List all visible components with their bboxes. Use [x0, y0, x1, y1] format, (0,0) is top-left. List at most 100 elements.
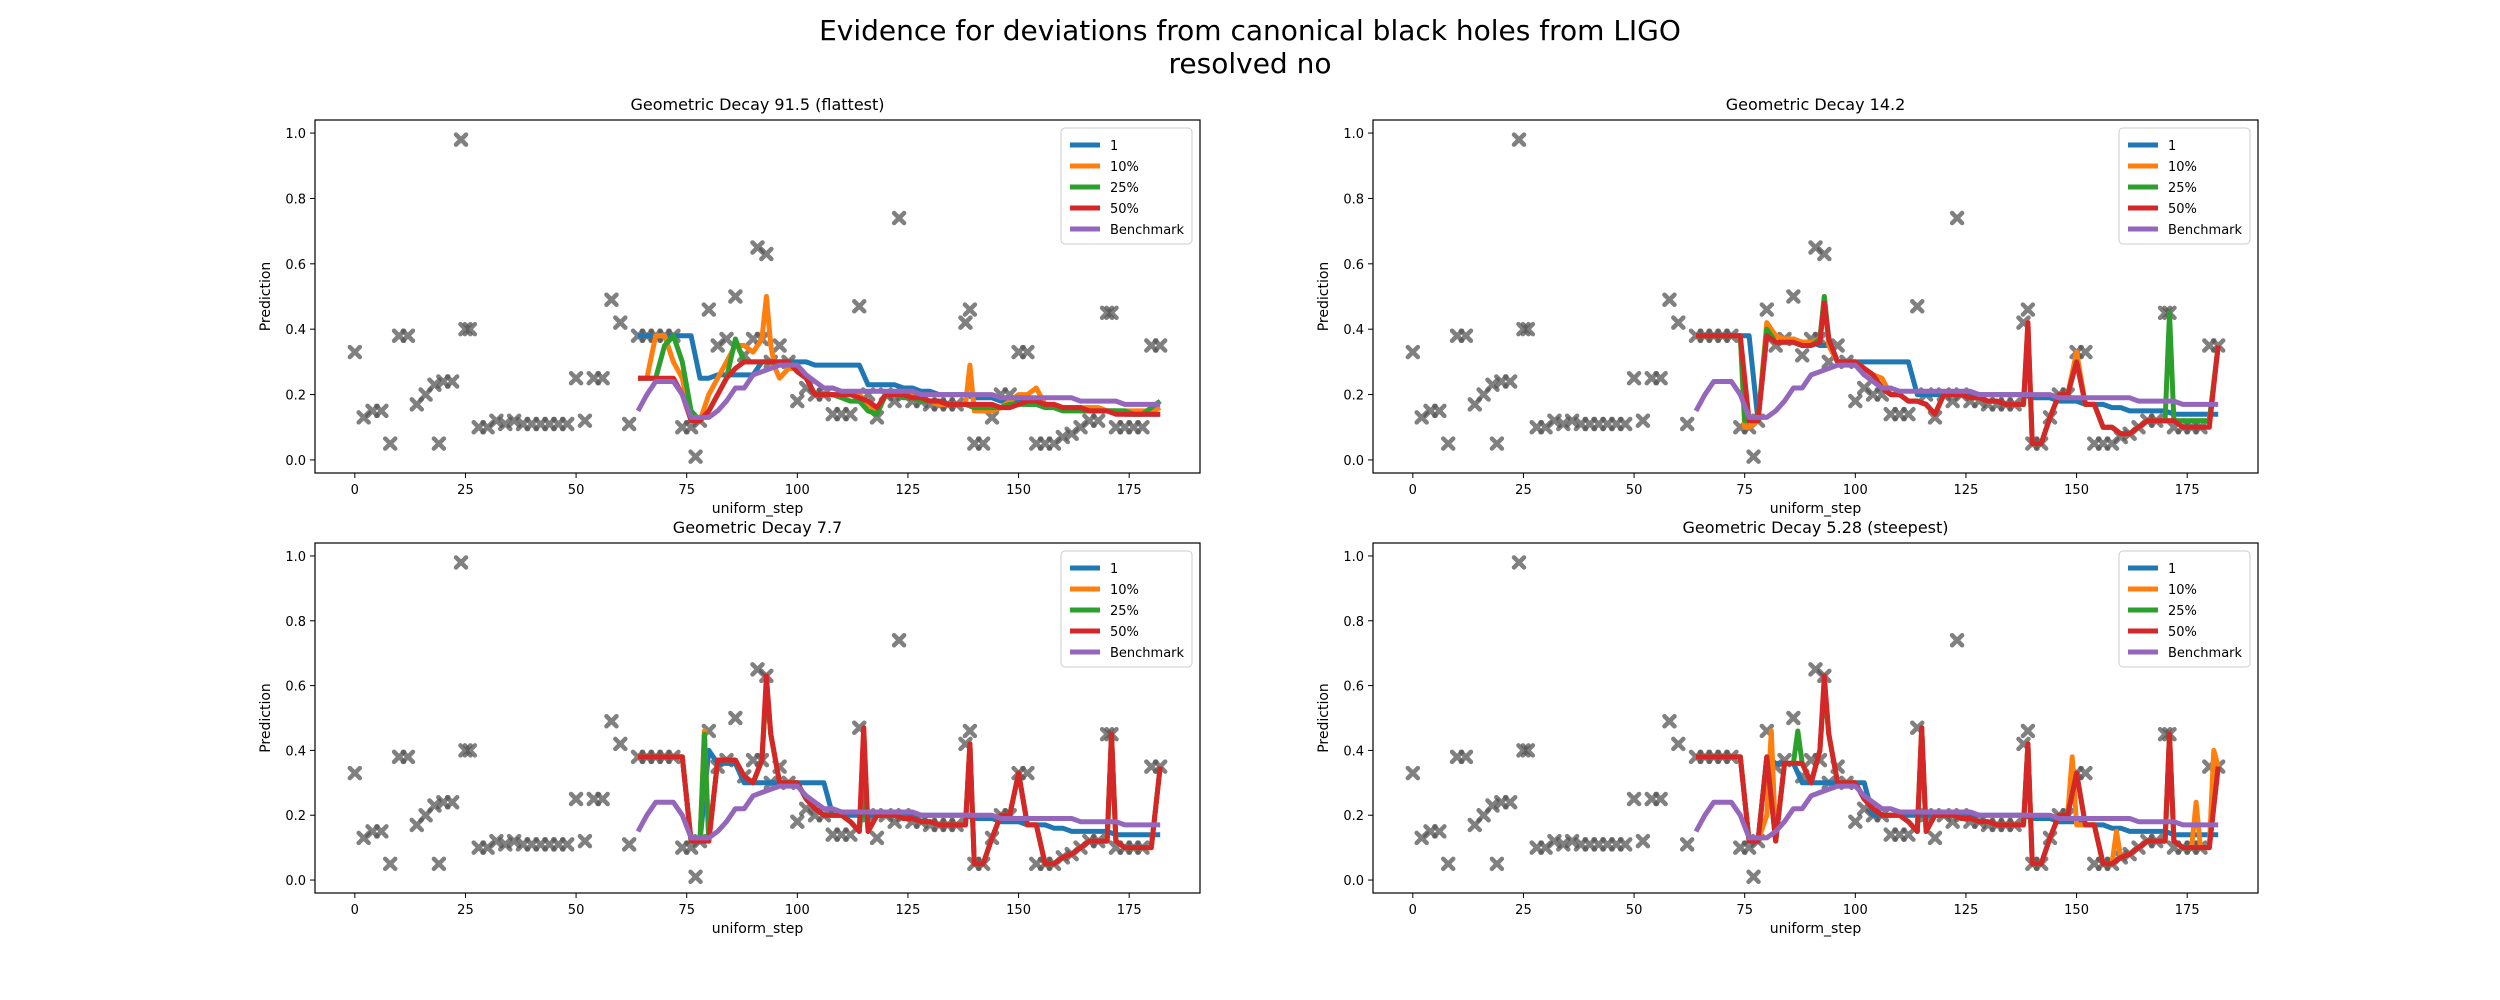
x-axis-label: uniform_step [712, 501, 804, 517]
legend-label: Benchmark [2168, 223, 2243, 238]
y-tick-label: 0.4 [285, 744, 306, 759]
resolution-marker [843, 406, 858, 422]
resolution-marker [1901, 406, 1916, 422]
x-axis-label: uniform_step [1770, 501, 1862, 517]
y-tick-label: 0.6 [1343, 258, 1364, 273]
series-line-25pct [1696, 294, 2221, 447]
resolution-marker [1901, 827, 1916, 842]
subplot-1: Geometric Decay 91.5 (flattest)0 25 50 75 10… [258, 95, 1201, 517]
legend-label: 50% [1110, 202, 1139, 217]
legend-label: 50% [2168, 625, 2197, 640]
x-tick-label: 125 [896, 903, 921, 918]
legend-label: 10% [2168, 583, 2197, 598]
resolution-marker [688, 869, 703, 885]
resolution-marker [577, 413, 593, 428]
resolution-marker [701, 302, 717, 317]
x-tick-label: 150 [1006, 903, 1031, 918]
resolution-marker [604, 713, 619, 729]
y-tick-label: 0.6 [1343, 680, 1364, 695]
resolution-marker [1432, 403, 1447, 419]
resolution-marker [1848, 814, 1863, 829]
y-tick-label: 0.4 [1343, 744, 1364, 759]
y-axis-label: Prediction [1316, 262, 1332, 332]
resolution-marker [1489, 436, 1505, 451]
series-line-10pct [1696, 294, 2221, 447]
series-line-50pct [638, 673, 1163, 867]
x-tick-label: 100 [1843, 483, 1868, 498]
resolution-marker [431, 856, 447, 872]
legend-label: 10% [1110, 583, 1139, 598]
legend-label: 1 [2168, 562, 2176, 577]
resolution-marker [1152, 338, 1168, 353]
resolution-marker [1020, 344, 1035, 360]
resolution-marker [1927, 830, 1943, 846]
resolution-marker [1746, 449, 1761, 464]
resolution-marker [728, 289, 743, 304]
resolution-marker [1746, 869, 1761, 885]
x-tick-label: 150 [2064, 903, 2089, 918]
y-tick-label: 0.0 [1343, 454, 1364, 469]
resolution-marker [595, 791, 610, 807]
plot-area [347, 132, 1168, 464]
x-tick-label: 50 [568, 483, 585, 498]
resolution-marker [444, 795, 460, 810]
y-tick-label: 1.0 [285, 127, 306, 142]
legend-label: Benchmark [2168, 646, 2243, 661]
x-tick-label: 25 [457, 903, 474, 918]
resolution-marker [453, 555, 469, 570]
resolution-marker [869, 830, 885, 846]
resolution-marker [400, 328, 416, 343]
resolution-marker [559, 837, 575, 852]
resolution-marker [1135, 419, 1150, 435]
legend-label: 25% [2168, 604, 2197, 619]
resolution-marker [1502, 795, 1518, 810]
suptitle-line-2: resolved no [1168, 47, 1332, 80]
x-tick-label: 50 [568, 903, 585, 918]
subplot-title: Geometric Decay 14.2 [1726, 95, 1906, 114]
resolution-marker [621, 416, 637, 432]
x-tick-label: 100 [1843, 903, 1868, 918]
resolution-marker [568, 791, 584, 807]
y-tick-label: 0.2 [285, 389, 306, 404]
y-axis-label: Prediction [258, 683, 274, 753]
y-axis-label: Prediction [1316, 683, 1332, 753]
resolution-marker [1617, 416, 1633, 432]
y-tick-label: 0.6 [285, 680, 306, 695]
x-tick-label: 175 [1117, 903, 1142, 918]
resolution-marker [891, 632, 907, 648]
resolution-marker [1617, 837, 1633, 852]
legend-label: 1 [1110, 562, 1118, 577]
resolution-marker [1489, 856, 1505, 872]
subplot-title: Geometric Decay 5.28 (steepest) [1682, 518, 1948, 537]
x-tick-label: 175 [2175, 903, 2200, 918]
resolution-marker [1679, 837, 1695, 852]
x-axis-label: uniform_step [1770, 921, 1862, 937]
resolution-marker [621, 837, 637, 852]
resolution-marker [1520, 321, 1536, 337]
y-tick-label: 0.2 [1343, 389, 1364, 404]
resolution-marker [958, 315, 973, 330]
plot-area [347, 555, 1168, 885]
resolution-marker [1502, 374, 1518, 389]
x-tick-label: 125 [1954, 483, 1979, 498]
axes-frame [314, 542, 1201, 894]
resolution-marker [568, 370, 584, 386]
resolution-marker [2078, 344, 2093, 360]
x-axis-label: uniform_step [712, 921, 804, 937]
x-tick-label: 100 [785, 483, 810, 498]
resolution-marker [1104, 305, 1119, 321]
subplot-3: Geometric Decay 7.7 0 25 50 75 100 125 150 175 0.… [258, 518, 1201, 937]
resolution-marker [453, 132, 469, 147]
x-tick-label: 0 [1409, 903, 1417, 918]
legend: 1 10% 25% 50% Benchmark [1060, 550, 1193, 668]
x-tick-label: 25 [457, 483, 474, 498]
x-tick-label: 25 [1515, 483, 1532, 498]
resolution-marker [1458, 749, 1474, 765]
legend-label: 25% [1110, 604, 1139, 619]
legend-box [1060, 127, 1193, 245]
plot-area [1405, 555, 2226, 885]
resolution-marker [1020, 765, 1035, 781]
y-tick-label: 0.8 [285, 192, 306, 207]
y-tick-label: 0.6 [285, 258, 306, 273]
